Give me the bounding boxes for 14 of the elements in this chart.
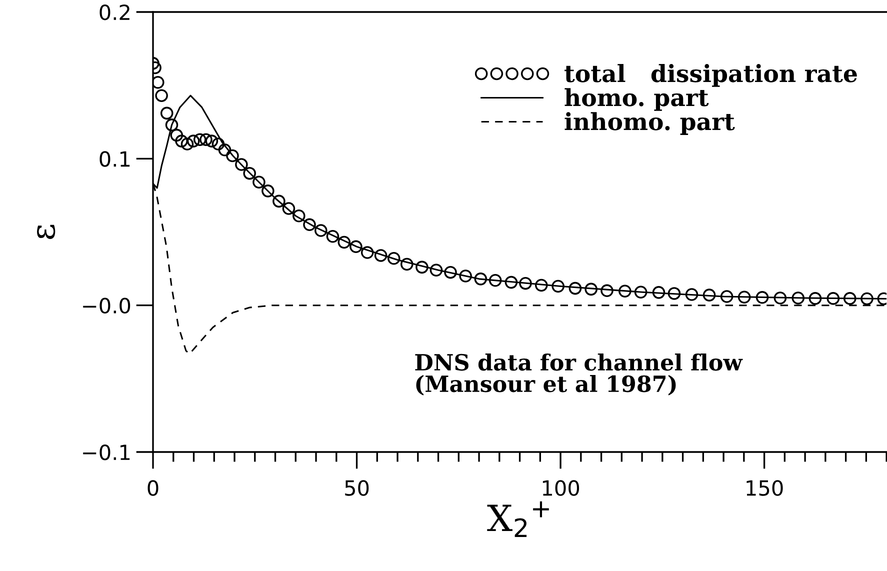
x-tick-label: 150 xyxy=(746,480,783,496)
annotation: DNS data for channel flow (Mansour et al 1987) xyxy=(415,353,743,396)
legend-label: homo. part xyxy=(564,88,709,111)
legend-label: inhomo. part xyxy=(564,112,735,135)
y-tick-label: −0.1 xyxy=(83,444,130,460)
x-tick-label: 100 xyxy=(542,480,580,496)
x-axis-title: X$_{2}$$^{+}$ xyxy=(487,501,549,537)
y-tick-label: 0.2 xyxy=(100,4,130,20)
y-tick-label: 0.1 xyxy=(100,151,130,167)
legend-label: total dissipation rate xyxy=(564,64,857,87)
y-axis-title: ε xyxy=(37,224,56,239)
x-tick-label: 0 xyxy=(148,480,158,496)
y-tick-label: −0.0 xyxy=(83,298,130,314)
x-tick-label: 50 xyxy=(345,480,369,496)
